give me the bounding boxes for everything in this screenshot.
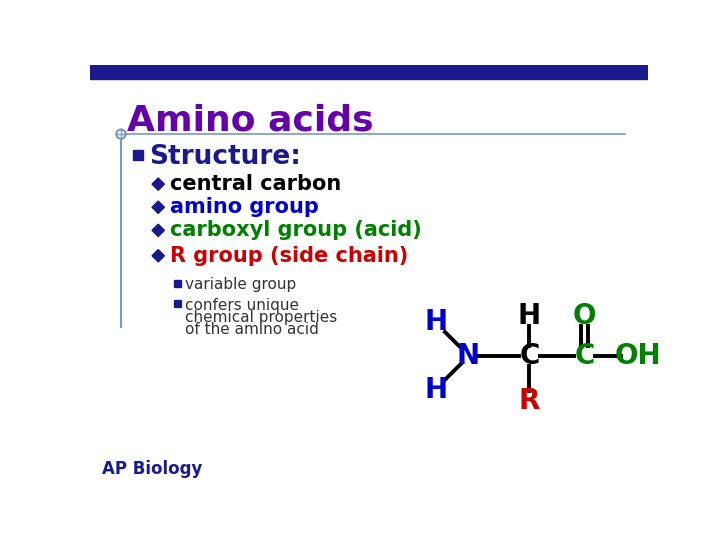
Text: R group (side chain): R group (side chain) (170, 246, 408, 266)
Text: R: R (518, 387, 540, 415)
Text: AP Biology: AP Biology (102, 460, 202, 478)
Text: C: C (575, 342, 595, 370)
Circle shape (117, 130, 126, 139)
Text: carboxyl group (acid): carboxyl group (acid) (170, 220, 422, 240)
Polygon shape (152, 201, 164, 213)
Polygon shape (152, 249, 164, 262)
Text: Amino acids: Amino acids (127, 103, 374, 137)
Text: confers unique: confers unique (185, 298, 300, 313)
Bar (174, 280, 181, 287)
Text: Structure:: Structure: (149, 144, 301, 170)
Text: H: H (518, 302, 541, 330)
Text: amino group: amino group (170, 197, 319, 217)
Polygon shape (152, 178, 164, 190)
Text: central carbon: central carbon (170, 174, 341, 194)
Polygon shape (152, 224, 164, 237)
Bar (174, 300, 181, 307)
Text: H: H (424, 308, 447, 336)
Text: H: H (424, 376, 447, 404)
Bar (132, 150, 143, 160)
Text: variable group: variable group (185, 276, 297, 292)
Bar (90, 65, 648, 79)
Text: OH: OH (615, 342, 661, 370)
Text: N: N (456, 342, 480, 370)
Text: of the amino acid: of the amino acid (185, 322, 319, 337)
Text: C: C (519, 342, 539, 370)
Text: O: O (572, 302, 596, 330)
Text: chemical properties: chemical properties (185, 310, 338, 325)
